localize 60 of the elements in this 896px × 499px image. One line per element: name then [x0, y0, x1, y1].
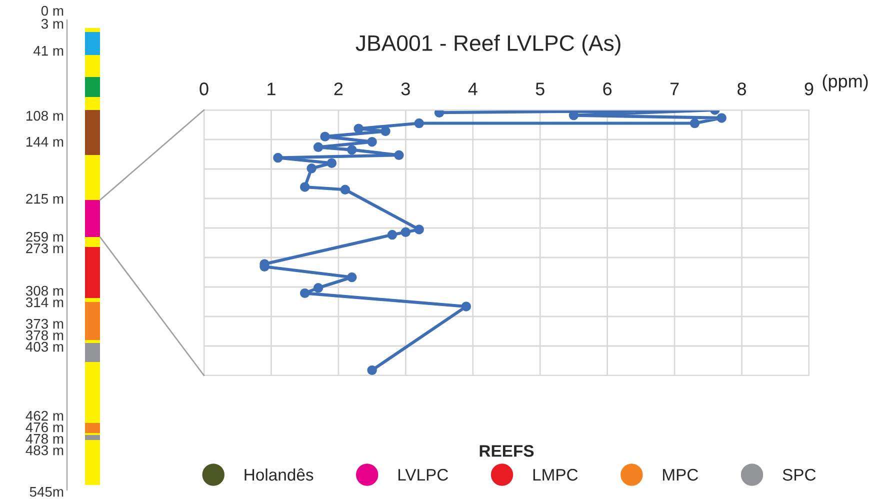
text: 273 m: [26, 243, 64, 254]
point: [354, 124, 364, 134]
point: [313, 142, 324, 152]
x-tick-label: 3: [401, 82, 410, 96]
text: 545m: [30, 487, 64, 497]
text: 373 m: [26, 318, 64, 329]
point: [367, 137, 377, 147]
chart-title: JBA001 - Reef LVLPC (As): [356, 34, 620, 56]
point: [414, 118, 424, 128]
x-tick-label: 8: [738, 82, 746, 96]
point: [306, 164, 316, 174]
text: 314 m: [26, 297, 64, 308]
point: [387, 230, 398, 240]
point: [400, 227, 411, 237]
text: 0 m: [41, 6, 64, 16]
point: [347, 144, 357, 155]
point: [273, 152, 283, 163]
point: [380, 126, 390, 136]
category-label: Holandês: [244, 468, 314, 481]
point: [347, 272, 357, 282]
point: [716, 113, 726, 123]
text: 144 m: [26, 137, 64, 147]
x-tick-label: 6: [603, 82, 612, 96]
point: [367, 365, 377, 376]
x-tick-label: 2: [334, 82, 343, 96]
text: 483 m: [26, 445, 64, 456]
text: 308 m: [26, 286, 64, 296]
x-tick-label: 4: [468, 82, 478, 96]
point: [313, 283, 324, 293]
text: 215 m: [26, 194, 64, 204]
category-label: SPC: [782, 468, 816, 481]
text: 41 m: [33, 46, 64, 56]
point: [340, 184, 350, 195]
point: [300, 288, 310, 298]
point: [690, 118, 700, 128]
category-label: LVLPC: [398, 468, 448, 481]
x-tick-label: 7: [670, 82, 679, 96]
x-tick-label: 1: [268, 82, 276, 96]
legend-title: REEFS: [480, 445, 534, 457]
point: [300, 182, 310, 192]
x-tick-label: 5: [536, 82, 544, 96]
text: 462 m: [26, 410, 64, 421]
point: [414, 224, 424, 234]
text: 476 m: [26, 422, 64, 432]
text: 403 m: [26, 342, 64, 352]
point: [326, 158, 337, 168]
x-tick-label: 0: [200, 82, 208, 96]
point: [394, 150, 404, 160]
category-label: MPC: [663, 468, 698, 481]
point: [434, 110, 444, 118]
x-tick-label: 9: [804, 82, 814, 96]
text: 259 m: [26, 232, 64, 242]
point: [461, 302, 472, 312]
point: [320, 132, 330, 142]
text: 3 m: [41, 18, 64, 29]
text: 478 m: [26, 434, 64, 444]
text: 378 m: [26, 330, 64, 340]
text: 108 m: [26, 110, 64, 121]
x-axis-title: (ppm): [822, 74, 868, 92]
category-label: LMPC: [533, 468, 578, 481]
